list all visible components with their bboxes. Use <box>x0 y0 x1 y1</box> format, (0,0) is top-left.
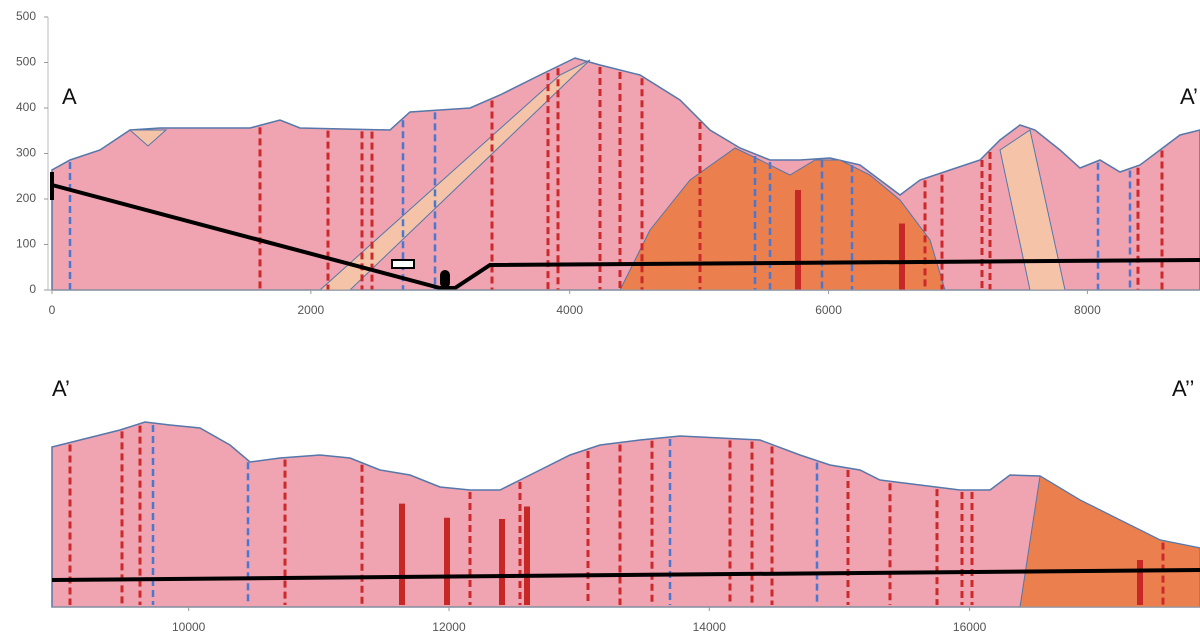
symbol <box>392 260 414 268</box>
section-bottom: A’ A’’ <box>52 376 1200 607</box>
x-tick-label: 12000 <box>432 620 466 634</box>
x-tick-label: 14000 <box>693 620 727 634</box>
section-label: A’ <box>52 376 70 401</box>
y-tick-label: 200 <box>16 191 36 205</box>
y-tick-label: 300 <box>16 146 36 160</box>
y-tick-label: 500 <box>16 9 36 23</box>
y-tick-label: 100 <box>16 237 36 251</box>
y-tick-label: 500 <box>16 55 36 69</box>
section-label: A’’ <box>1172 376 1194 401</box>
section-label: A <box>62 84 77 109</box>
x-tick-label: 0 <box>49 303 56 317</box>
x-tick-label: 2000 <box>297 303 324 317</box>
x-tick-label: 4000 <box>556 303 583 317</box>
symbol <box>440 270 450 288</box>
x-tick-label: 6000 <box>815 303 842 317</box>
x-tick-label: 10000 <box>172 620 206 634</box>
cross-section-figure: A A’ A’ A’’ 0 2000 4000 6000 8000 0 100 200 300 4… <box>0 0 1200 637</box>
x-tick-label: 16000 <box>953 620 987 634</box>
section-top: A A’ <box>48 17 1200 290</box>
section-label: A’ <box>1180 84 1198 109</box>
x-tick-label: 8000 <box>1074 303 1101 317</box>
y-tick-label: 0 <box>29 282 36 296</box>
orange-unit <box>1020 476 1200 607</box>
y-tick-label: 400 <box>16 100 36 114</box>
